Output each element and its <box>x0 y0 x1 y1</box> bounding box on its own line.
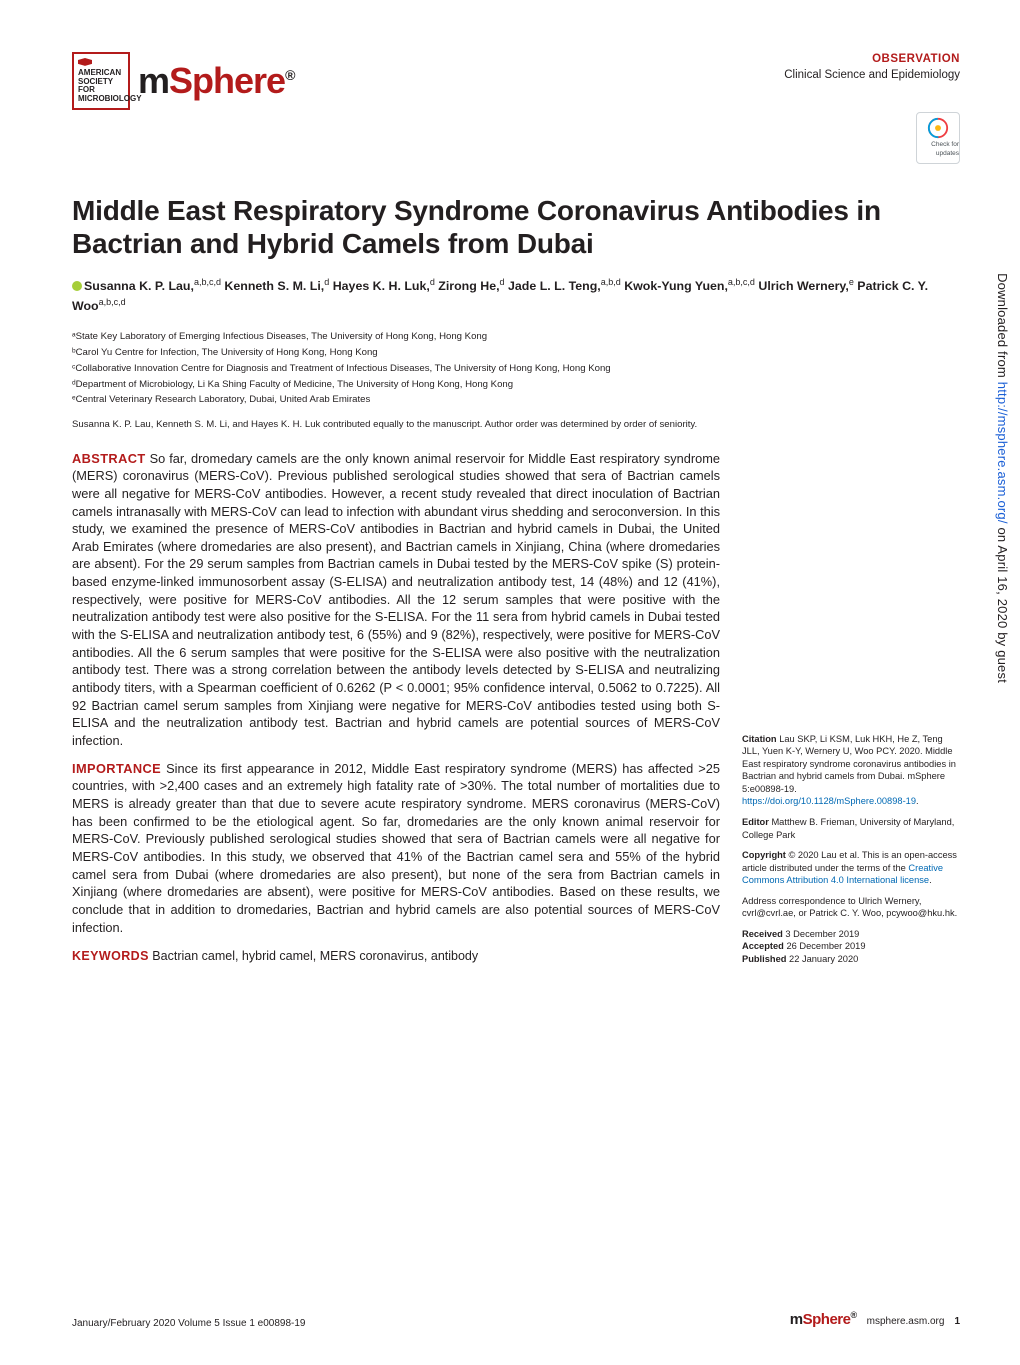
article-type: OBSERVATION <box>784 52 960 68</box>
affiliations: ᵃState Key Laboratory of Emerging Infect… <box>72 330 960 408</box>
keywords-text: Bactrian camel, hybrid camel, MERS coron… <box>149 949 478 963</box>
main-column: ABSTRACT So far, dromedary camels are th… <box>72 450 720 966</box>
contribution-note: Susanna K. P. Lau, Kenneth S. M. Li, and… <box>72 418 960 431</box>
registered-icon: ® <box>285 67 294 83</box>
authors-text: Susanna K. P. Lau,a,b,c,d Kenneth S. M. … <box>72 279 928 313</box>
asm-logo: AMERICAN SOCIETY FOR MICROBIOLOGY <box>72 52 130 110</box>
copyright-block: Copyright © 2020 Lau et al. This is an o… <box>742 849 960 887</box>
download-watermark: Downloaded from http://msphere.asm.org/ … <box>993 273 1011 683</box>
footer-registered-icon: ® <box>850 1310 856 1320</box>
affil-a: ᵃState Key Laboratory of Emerging Infect… <box>72 330 960 345</box>
affil-c: ᶜCollaborative Innovation Centre for Dia… <box>72 362 960 377</box>
sidebar-column: Citation Lau SKP, Li KSM, Luk HKH, He Z,… <box>742 733 960 966</box>
footer-logo-m: m <box>790 1311 803 1328</box>
article-title: Middle East Respiratory Syndrome Coronav… <box>72 194 960 260</box>
published-label: Published <box>742 954 786 964</box>
abstract-block: ABSTRACT So far, dromedary camels are th… <box>72 450 720 750</box>
citation-label: Citation <box>742 734 777 744</box>
crossmark-icon <box>927 117 949 139</box>
footer-issue: January/February 2020 Volume 5 Issue 1 e… <box>72 1317 306 1331</box>
crossmark-label: Check for updates <box>917 141 959 159</box>
affil-d: ᵈDepartment of Microbiology, Li Ka Shing… <box>72 378 960 393</box>
logo-block: AMERICAN SOCIETY FOR MICROBIOLOGY mSpher… <box>72 52 294 110</box>
dates-block: Received 3 December 2019 Accepted 26 Dec… <box>742 928 960 966</box>
article-section: Clinical Science and Epidemiology <box>784 68 960 84</box>
footer-logo-sphere: Sphere <box>803 1311 851 1328</box>
abstract-label: ABSTRACT <box>72 451 146 466</box>
received-text: 3 December 2019 <box>783 929 860 939</box>
copyright-label: Copyright <box>742 850 786 860</box>
crossmark-badge[interactable]: Check for updates <box>916 112 960 164</box>
page-header: AMERICAN SOCIETY FOR MICROBIOLOGY mSpher… <box>72 52 960 164</box>
journal-logo: mSphere® <box>138 56 294 106</box>
footer-page-number: 1 <box>954 1315 960 1329</box>
watermark-suffix: on April 16, 2020 by guest <box>995 523 1010 682</box>
published-text: 22 January 2020 <box>786 954 858 964</box>
accepted-label: Accepted <box>742 941 784 951</box>
page-footer: January/February 2020 Volume 5 Issue 1 e… <box>72 1309 960 1331</box>
accepted-text: 26 December 2019 <box>784 941 866 951</box>
editor-label: Editor <box>742 817 769 827</box>
citation-block: Citation Lau SKP, Li KSM, Luk HKH, He Z,… <box>742 733 960 808</box>
keywords-label: KEYWORDS <box>72 949 149 963</box>
affil-e: ᵉCentral Veterinary Research Laboratory,… <box>72 393 960 408</box>
importance-label: IMPORTANCE <box>72 761 161 776</box>
keywords-block: KEYWORDS Bactrian camel, hybrid camel, M… <box>72 948 720 965</box>
importance-text: Since its first appearance in 2012, Midd… <box>72 761 720 935</box>
footer-journal-logo: mSphere® <box>790 1309 857 1331</box>
journal-logo-sphere: Sphere <box>169 60 285 101</box>
footer-site[interactable]: msphere.asm.org <box>867 1315 945 1329</box>
footer-right: mSphere® msphere.asm.org 1 <box>790 1309 960 1331</box>
asm-emblem-icon <box>78 58 92 66</box>
editor-text: Matthew B. Frieman, University of Maryla… <box>742 817 954 840</box>
journal-logo-m: m <box>138 60 169 101</box>
received-label: Received <box>742 929 783 939</box>
author-list: Susanna K. P. Lau,a,b,c,d Kenneth S. M. … <box>72 276 960 316</box>
watermark-prefix: Downloaded from <box>995 273 1010 382</box>
doi-link[interactable]: https://doi.org/10.1128/mSphere.00898-19 <box>742 796 916 806</box>
correspondence-block: Address correspondence to Ulrich Wernery… <box>742 895 960 920</box>
orcid-icon[interactable] <box>72 281 82 291</box>
importance-block: IMPORTANCE Since its first appearance in… <box>72 760 720 937</box>
affil-b: ᵇCarol Yu Centre for Infection, The Univ… <box>72 346 960 361</box>
watermark-url[interactable]: http://msphere.asm.org/ <box>995 381 1010 523</box>
asm-text-3: MICROBIOLOGY <box>78 95 142 104</box>
abstract-text: So far, dromedary camels are the only kn… <box>72 451 720 749</box>
body-columns: ABSTRACT So far, dromedary camels are th… <box>72 450 960 966</box>
editor-block: Editor Matthew B. Frieman, University of… <box>742 816 960 841</box>
asm-text-2: SOCIETY FOR <box>78 78 124 96</box>
header-right: OBSERVATION Clinical Science and Epidemi… <box>784 52 960 164</box>
